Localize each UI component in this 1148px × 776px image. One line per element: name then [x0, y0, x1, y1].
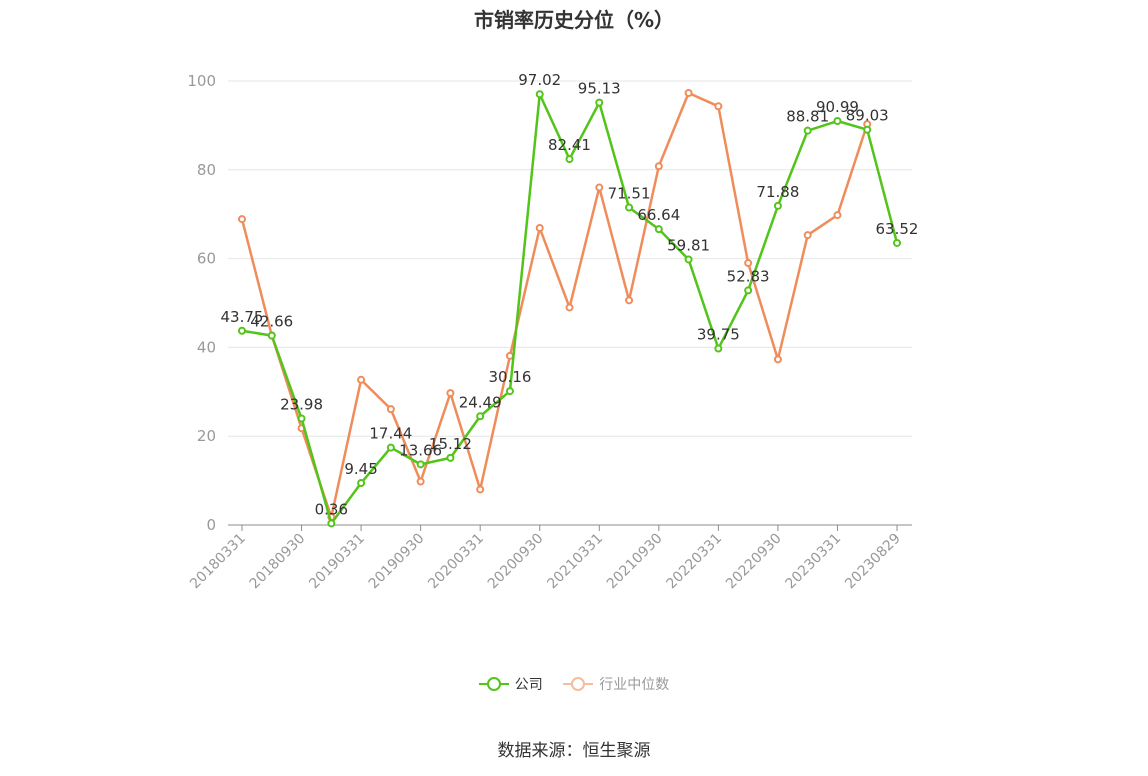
y-tick-label: 0	[206, 516, 216, 534]
data-label: 0.36	[315, 500, 348, 518]
grid-lines	[228, 80, 912, 437]
data-point	[357, 375, 366, 384]
y-tick-label: 60	[197, 250, 216, 268]
x-tick-label: 20200331	[425, 531, 487, 593]
data-label: 17.44	[369, 425, 412, 443]
data-point	[535, 223, 544, 232]
data-point	[654, 162, 663, 171]
x-tick-label: 20190930	[366, 531, 428, 593]
legend-swatch-industry-median	[563, 677, 594, 691]
y-tick-label: 40	[197, 338, 216, 356]
data-point	[833, 117, 842, 126]
y-tick-label: 80	[197, 161, 216, 179]
data-label: 23.98	[280, 396, 323, 414]
data-point	[595, 183, 604, 192]
data-point	[386, 405, 395, 414]
x-tick-label: 20230331	[783, 531, 845, 593]
data-label: 89.03	[846, 107, 889, 125]
data-label: 52.83	[727, 267, 770, 285]
data-label: 88.81	[786, 108, 829, 126]
data-point	[744, 286, 753, 295]
data-point	[505, 387, 514, 396]
data-label: 82.41	[548, 136, 591, 154]
y-tick-label: 20	[197, 427, 216, 445]
data-point	[803, 126, 812, 135]
legend-label-company: 公司	[514, 677, 543, 693]
data-point	[238, 215, 246, 224]
series-line-industry-median	[240, 91, 869, 519]
data-point	[773, 355, 782, 364]
data-label: 30.16	[488, 368, 531, 386]
data-point	[535, 90, 544, 99]
data-point	[773, 201, 782, 210]
x-tick-label: 20200930	[485, 531, 547, 593]
x-tick-label: 20180930	[247, 531, 309, 593]
data-point	[744, 259, 753, 268]
data-point	[595, 98, 604, 107]
data-point	[714, 102, 723, 111]
legend-label-industry-median: 行业中位数	[599, 677, 670, 693]
data-point	[803, 231, 812, 240]
data-point	[654, 225, 663, 234]
data-point	[446, 389, 455, 398]
data-point	[684, 88, 693, 97]
legend-swatch-company	[478, 677, 509, 691]
data-point	[893, 238, 901, 247]
x-tick-label: 20190331	[306, 531, 368, 593]
data-label: 97.02	[518, 71, 561, 89]
x-tick-label: 20230829	[842, 531, 904, 593]
data-label: 42.66	[250, 313, 293, 331]
data-point	[446, 453, 455, 462]
data-label: 71.51	[608, 184, 651, 202]
data-label: 13.66	[399, 441, 442, 459]
data-label: 39.75	[697, 326, 740, 344]
data-point	[267, 331, 276, 340]
data-point	[684, 255, 693, 264]
data-point	[386, 443, 395, 452]
data-label: 90.99	[816, 98, 859, 116]
y-tick-label: 100	[187, 72, 216, 90]
data-point	[476, 485, 485, 494]
data-label: 95.13	[578, 80, 621, 98]
legend-item-industry-median[interactable]: 行业中位数	[563, 674, 669, 694]
data-point	[625, 296, 634, 305]
data-point	[416, 460, 425, 469]
x-tick-label: 20210930	[604, 531, 666, 593]
legend: 公司 行业中位数	[0, 674, 1148, 695]
x-tick-label: 20180331	[187, 531, 249, 593]
data-point	[833, 211, 842, 220]
chart-title: 市销率历史分位（%）	[473, 8, 675, 32]
data-label: 66.64	[637, 206, 680, 224]
data-point	[714, 344, 723, 353]
data-point	[416, 477, 425, 486]
data-point	[327, 519, 336, 528]
x-tick-label: 20220331	[663, 531, 725, 593]
data-label: 63.52	[876, 220, 919, 238]
data-point	[565, 155, 574, 164]
legend-item-company[interactable]: 公司	[478, 674, 543, 694]
data-point	[476, 412, 485, 421]
x-tick-label: 20210331	[544, 531, 606, 593]
data-label: 24.49	[459, 393, 502, 411]
x-tick-label: 20220930	[723, 531, 785, 593]
data-point	[297, 414, 306, 423]
data-label: 43.75	[221, 308, 264, 326]
data-point	[238, 326, 246, 335]
data-point	[357, 479, 366, 488]
data-label: 9.45	[344, 460, 377, 478]
data-source: 数据来源：恒生聚源	[497, 741, 651, 761]
data-point	[863, 125, 872, 134]
series-lines	[238, 88, 901, 528]
data-label: 15.12	[429, 435, 472, 453]
data-label: 59.81	[667, 236, 710, 254]
data-point	[625, 203, 634, 212]
data-label: 71.88	[756, 183, 799, 201]
data-point	[565, 303, 574, 312]
